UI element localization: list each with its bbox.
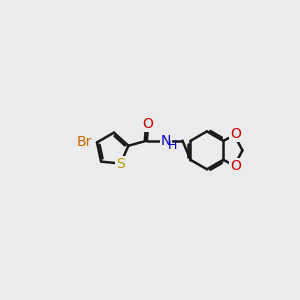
Text: O: O	[142, 117, 154, 131]
Text: H: H	[168, 139, 177, 152]
Text: O: O	[230, 128, 241, 141]
Text: O: O	[230, 159, 241, 173]
Text: Br: Br	[76, 135, 92, 149]
Text: S: S	[116, 157, 125, 171]
Text: N: N	[161, 134, 171, 148]
